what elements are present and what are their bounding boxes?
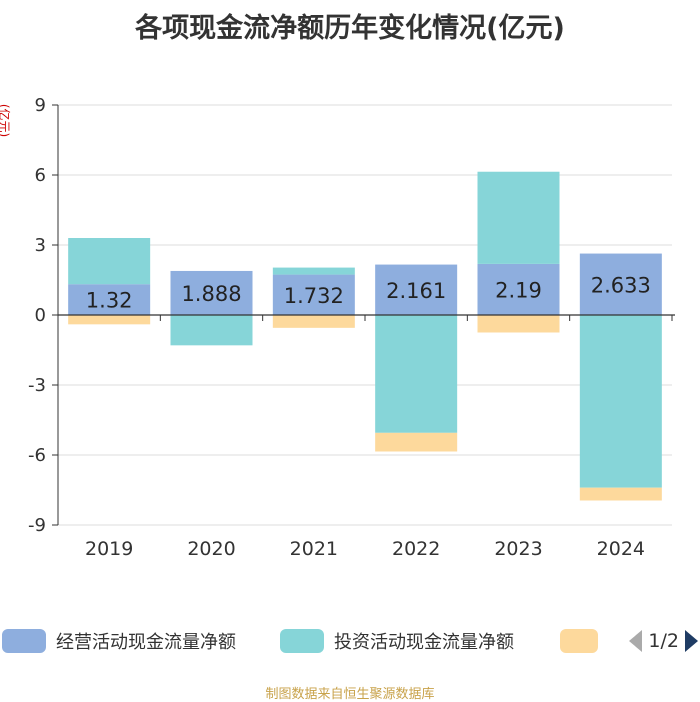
y-tick-label: -9	[28, 515, 46, 536]
prev-page-icon[interactable]	[629, 630, 643, 652]
y-tick-label: -6	[28, 445, 46, 466]
legend-label-operating: 经营活动现金流量净额	[56, 632, 236, 653]
legend-page-number: 1/2	[648, 630, 679, 652]
axes: 9 6 3 0 -3 -6 -9 2019 2020 2021 2022 2023 2024	[28, 95, 675, 560]
y-tick-label: -3	[28, 375, 46, 396]
grid-lines	[58, 104, 672, 526]
chart-title: 各项现金流净额历年变化情况(亿元)	[135, 13, 565, 44]
bar-investing-2019	[68, 238, 151, 285]
data-source-note: 制图数据来自恒生聚源数据库	[265, 687, 435, 702]
data-label-2020: 1.888	[181, 282, 241, 306]
legend-item-operating[interactable]: 经营活动现金流量净额	[2, 626, 236, 656]
bar-investing-2021	[272, 267, 355, 275]
bar-financing-2021	[272, 315, 355, 328]
x-tick-label-2024: 2024	[597, 538, 645, 560]
y-tick-label: 9	[35, 95, 46, 116]
y-tick-label: 6	[35, 165, 46, 186]
bar-financing-2023	[477, 315, 560, 333]
next-page-icon[interactable]	[685, 630, 698, 652]
legend: 经营活动现金流量净额 投资活动现金流量净额 1/2	[0, 626, 700, 656]
x-tick-label-2019: 2019	[85, 538, 133, 560]
bar-investing-2024	[579, 315, 662, 488]
x-tick-label-2021: 2021	[290, 538, 338, 560]
bar-financing-2022	[375, 432, 458, 452]
legend-label-investing: 投资活动现金流量净额	[334, 632, 514, 653]
legend-swatch-investing	[280, 629, 324, 653]
x-tick-label-2023: 2023	[494, 538, 542, 560]
bar-investing-2020	[170, 315, 253, 346]
legend-swatch-financing	[560, 629, 598, 653]
x-tick-label-2020: 2020	[187, 538, 235, 560]
legend-item-financing[interactable]	[560, 626, 598, 656]
legend-pager: 1/2	[629, 626, 698, 656]
bar-operating-2022	[375, 264, 458, 315]
bar-operating-2024	[579, 253, 662, 315]
data-label-2019: 1.32	[86, 289, 133, 313]
bar-financing-2019	[68, 315, 151, 325]
data-label-2023: 2.19	[495, 278, 542, 302]
bar-operating-2020	[170, 270, 253, 315]
data-label-2022: 2.161	[386, 279, 446, 303]
data-labels: 1.32 1.888 1.732 2.161 2.19 2.633	[86, 273, 651, 312]
bar-investing-2023	[477, 171, 560, 264]
data-label-2021: 1.732	[284, 284, 344, 308]
bar-operating-2023	[477, 263, 560, 315]
bar-investing-2022	[375, 315, 458, 433]
data-label-2024: 2.633	[591, 273, 651, 297]
bar-financing-2024	[579, 487, 662, 501]
x-tick-label-2022: 2022	[392, 538, 440, 560]
bar-operating-2019	[68, 284, 151, 315]
bar-stacks	[68, 171, 662, 501]
legend-swatch-operating	[2, 629, 46, 653]
y-tick-label: 0	[35, 305, 46, 326]
y-tick-label: 3	[35, 235, 46, 256]
bar-operating-2021	[272, 274, 355, 315]
legend-item-investing[interactable]: 投资活动现金流量净额	[280, 626, 514, 656]
